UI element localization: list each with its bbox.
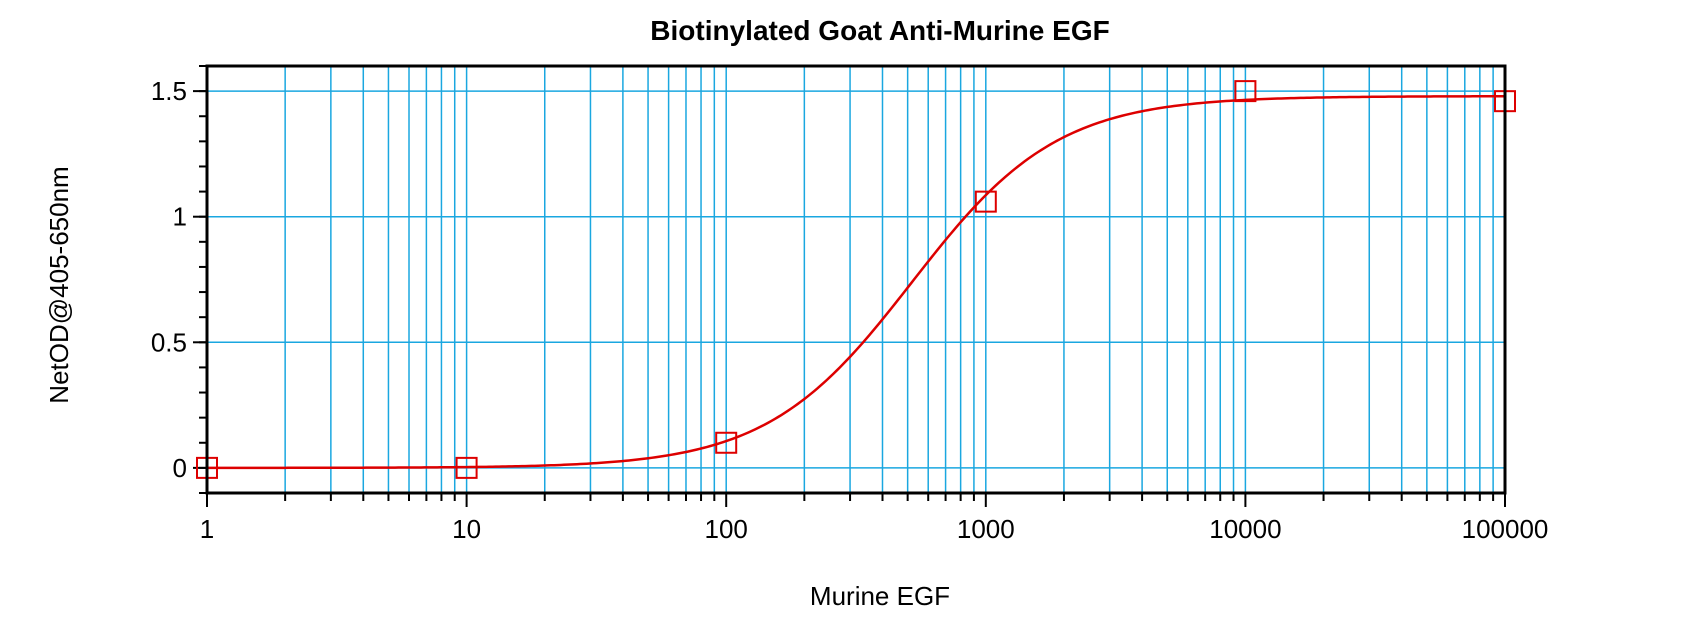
- y-tick-label: 0.5: [151, 327, 187, 357]
- data-point: [1234, 80, 1257, 103]
- x-tick-label: 1: [200, 514, 214, 544]
- x-tick-label: 100000: [1462, 514, 1549, 544]
- x-axis-label: Murine EGF: [810, 581, 950, 611]
- x-tick-label: 10000: [1209, 514, 1281, 544]
- y-tick-label: 0: [173, 453, 187, 483]
- data-points: [196, 80, 1516, 479]
- y-axis-label: NetOD@405-650nm: [44, 166, 74, 403]
- grid: [206, 66, 1506, 493]
- y-tick-label: 1.5: [151, 76, 187, 106]
- x-tick-label: 1000: [957, 514, 1015, 544]
- data-point: [455, 456, 478, 479]
- fit-curve-layer: [207, 95, 1505, 470]
- tick-labels: 1 10 100 1000 10000 100000 0 0.5 1 1.5: [151, 76, 1549, 544]
- data-point: [715, 431, 738, 454]
- x-tick-label: 100: [705, 514, 748, 544]
- fit-curve: [207, 95, 1505, 470]
- data-point: [974, 190, 997, 213]
- axis-ticks: [193, 65, 1506, 507]
- y-tick-label: 1: [173, 202, 187, 232]
- plot-frame: [205, 64, 1507, 495]
- chart-title: Biotinylated Goat Anti-Murine EGF: [650, 15, 1109, 46]
- x-tick-label: 10: [452, 514, 481, 544]
